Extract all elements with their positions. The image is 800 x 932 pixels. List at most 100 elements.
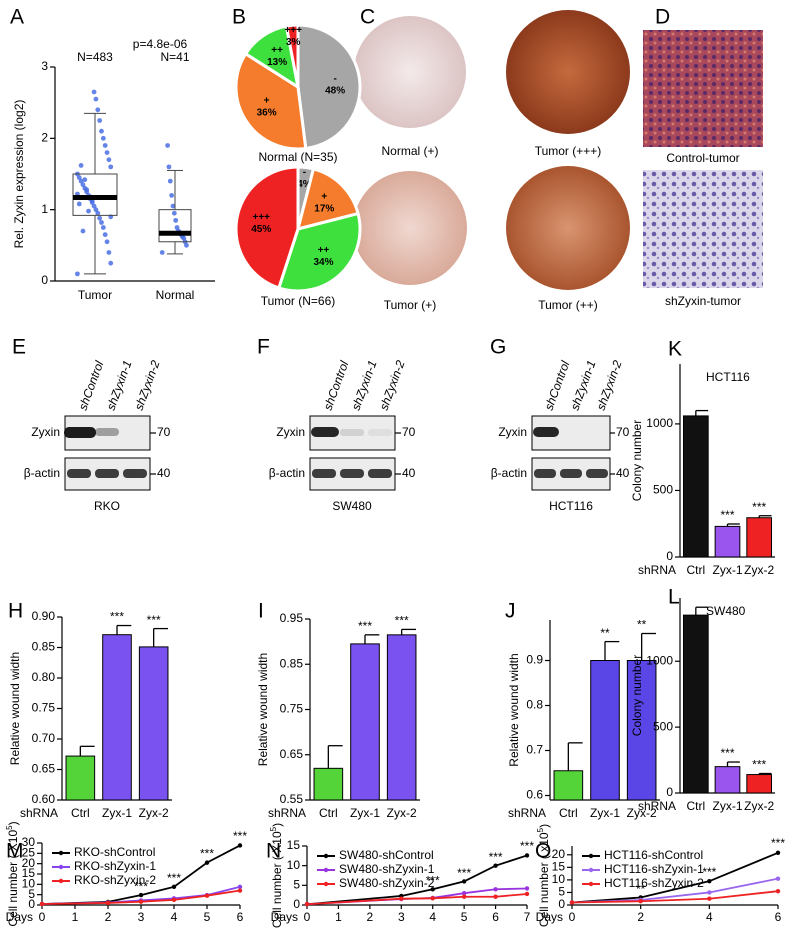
marker — [638, 899, 643, 904]
y-tick-label: 0.7 — [526, 743, 543, 757]
x-tick-label: 1 — [335, 910, 342, 924]
pie-category: + — [264, 96, 270, 107]
point — [169, 193, 175, 198]
bar — [138, 646, 169, 801]
marker — [569, 900, 575, 905]
marker — [524, 891, 530, 897]
point — [80, 182, 86, 188]
panel-letter: D — [655, 6, 670, 29]
panel-letter: N — [266, 840, 281, 863]
point — [102, 232, 108, 238]
x-tick-label: Ctrl — [559, 806, 578, 820]
pie-value-label: 34% — [313, 257, 333, 268]
image-label: Tumor (++) — [538, 298, 598, 312]
band — [123, 469, 147, 478]
x-tick-label: 0 — [569, 910, 576, 924]
marker — [171, 884, 177, 890]
pie-category: - — [333, 73, 336, 84]
legend-marker — [323, 853, 329, 859]
row-label: Zyxin — [276, 425, 305, 439]
significance: ** — [637, 618, 647, 632]
pie-slice — [295, 167, 360, 232]
marker — [171, 897, 177, 903]
y-tick-label: 1000 — [646, 416, 673, 430]
cell-line: HCT116 — [549, 499, 593, 513]
y-tick-label: 0.55 — [280, 792, 304, 806]
band — [311, 427, 339, 437]
band — [340, 469, 364, 478]
legend-label: SW480-shZyxin-2 — [339, 876, 435, 890]
band — [534, 469, 556, 478]
y-axis-label: Cell number ( x105) — [536, 824, 552, 927]
y-axis-label: Relative wound width — [256, 653, 270, 766]
pie-category: + — [321, 191, 327, 202]
marker — [707, 878, 712, 884]
marker-label: 40 — [402, 466, 416, 480]
y-tick-label: 0.85 — [280, 656, 304, 670]
image-label: Tumor (+++) — [535, 144, 602, 158]
lane-label: shControl — [76, 359, 107, 412]
y-tick-label: 0.90 — [32, 609, 56, 623]
point — [91, 203, 97, 209]
legend-marker — [323, 881, 329, 887]
x-tick-label: Ctrl — [686, 799, 705, 813]
significance: *** — [147, 613, 161, 627]
marker — [138, 899, 144, 904]
significance: *** — [752, 758, 766, 772]
pie-slice — [296, 23, 362, 151]
x-tick-label: Ctrl — [319, 806, 338, 820]
x-tick-label: 1 — [72, 910, 79, 924]
x-axis-label: shRNA — [268, 806, 306, 820]
x-axis-label: Days — [536, 910, 563, 924]
point — [82, 177, 88, 183]
y-axis-label: Relative wound width — [8, 652, 22, 765]
panel-letter: B — [232, 6, 246, 29]
legend-marker — [58, 864, 64, 870]
marker — [524, 886, 530, 891]
point — [93, 96, 99, 102]
panel-letter: L — [668, 586, 680, 609]
box — [72, 173, 118, 216]
pie-category: - — [303, 167, 306, 178]
point — [76, 201, 82, 207]
x-tick-label: Zyx-2 — [744, 563, 774, 577]
lane-label: shZyxin-1 — [104, 358, 135, 412]
blot: G shControl shZyxin-1 shZyxin-2 Zyxin β-… — [490, 336, 630, 514]
pie-value-label: 3% — [286, 37, 301, 48]
blot-frame — [531, 415, 611, 451]
chart-title: Tumor (N=66) — [261, 294, 336, 308]
marker — [493, 894, 498, 899]
x-tick-label: 7 — [524, 910, 531, 924]
legend-marker — [588, 867, 594, 873]
point — [102, 143, 108, 148]
significance: *** — [489, 850, 503, 864]
significance: *** — [233, 829, 247, 843]
bar — [682, 614, 709, 794]
point — [91, 89, 97, 95]
legend-label: SW480-shControl — [339, 848, 434, 862]
y-tick-label: 0.75 — [280, 702, 304, 716]
line — [306, 893, 528, 906]
x-axis-label: Days — [6, 910, 33, 924]
pie-category: +++ — [284, 25, 302, 36]
x-axis-label: shRNA — [638, 799, 676, 813]
significance: *** — [200, 847, 214, 861]
image-label: Control-tumor — [666, 151, 739, 165]
x-axis-label: Days — [271, 910, 298, 924]
x-tick-label: 5 — [461, 910, 468, 924]
point — [99, 220, 104, 225]
y-tick-label: 0.95 — [280, 611, 304, 625]
y-tick-label: 0.80 — [32, 670, 56, 684]
panel-letter: I — [258, 600, 264, 623]
point — [104, 150, 110, 156]
y-tick-label: 10 — [287, 858, 301, 872]
marker — [775, 876, 781, 881]
x-tick-label: Ctrl — [71, 806, 90, 820]
pie-value-label: 4% — [297, 179, 312, 190]
line — [41, 889, 241, 905]
y-tick-label: 25 — [22, 846, 36, 860]
pie-slice — [276, 211, 362, 293]
x-axis-label: shRNA — [508, 806, 546, 820]
marker — [304, 902, 310, 907]
